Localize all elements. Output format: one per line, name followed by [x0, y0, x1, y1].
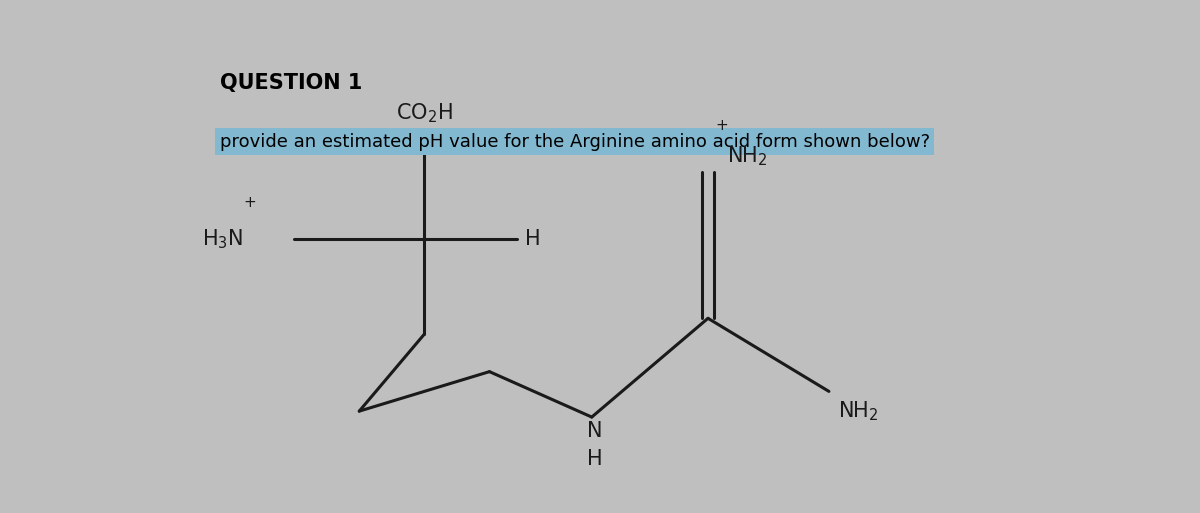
Text: H: H: [587, 449, 602, 469]
Text: CO$_2$H: CO$_2$H: [396, 101, 452, 125]
Text: H: H: [524, 229, 540, 249]
Text: N: N: [587, 421, 602, 441]
Text: +: +: [715, 117, 728, 133]
Text: H$_3$N: H$_3$N: [202, 227, 242, 251]
Text: provide an estimated pH value for the Arginine amino acid form shown below?: provide an estimated pH value for the Ar…: [220, 133, 930, 151]
Text: NH$_2$: NH$_2$: [727, 145, 767, 168]
Text: QUESTION 1: QUESTION 1: [220, 73, 362, 93]
Text: +: +: [244, 195, 256, 210]
Text: NH$_2$: NH$_2$: [839, 399, 878, 423]
